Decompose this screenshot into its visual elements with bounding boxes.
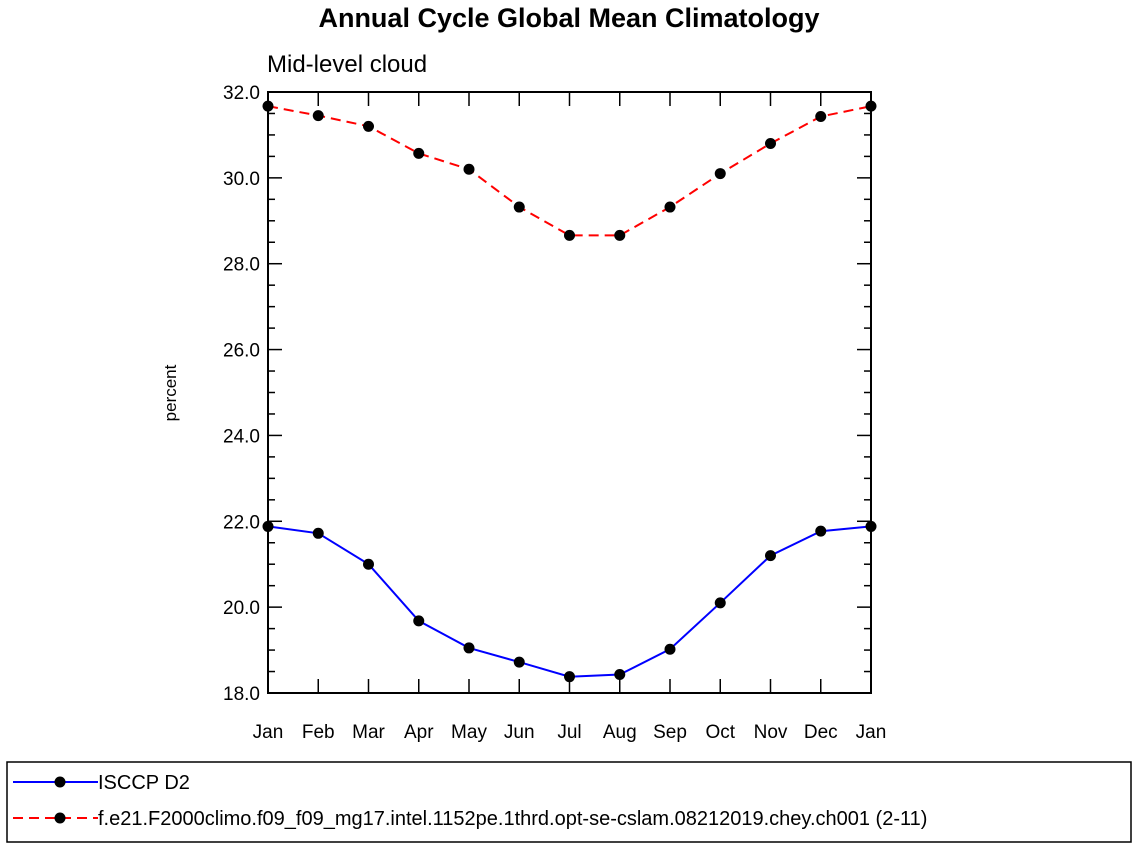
legend: ISCCP D2 f.e21.F2000climo.f09_f09_mg17.in… bbox=[13, 772, 927, 830]
series-points bbox=[262, 100, 877, 683]
x-tick-label: Jun bbox=[504, 722, 535, 743]
x-tick-label: Aug bbox=[603, 722, 637, 743]
y-tick-labels: 18.0 20.0 22.0 24.0 26.0 28.0 30.0 32.0 bbox=[223, 83, 260, 705]
series-2-point bbox=[513, 201, 525, 213]
series-1-point bbox=[564, 671, 575, 683]
x-tick-label: Mar bbox=[352, 722, 385, 743]
series-1-point bbox=[463, 642, 475, 654]
series-2-point bbox=[614, 229, 626, 241]
x-tick-label: May bbox=[451, 722, 487, 743]
legend-box bbox=[6, 761, 1132, 843]
series-1-point bbox=[413, 615, 425, 627]
series-2-point bbox=[463, 163, 475, 175]
x-tick-label: Apr bbox=[404, 722, 434, 743]
series-2-point bbox=[413, 147, 425, 159]
series-2-point bbox=[815, 110, 827, 122]
y-tick-label: 30.0 bbox=[223, 169, 260, 190]
legend-label-2: f.e21.F2000climo.f09_f09_mg17.intel.1152… bbox=[98, 808, 927, 830]
y-tick-label: 26.0 bbox=[223, 341, 260, 362]
series-1-point bbox=[664, 643, 676, 655]
series-2-point bbox=[564, 229, 575, 241]
x-tick-label: Jan bbox=[253, 722, 284, 743]
series-1-point bbox=[513, 656, 525, 668]
series-2-point bbox=[262, 100, 274, 112]
series-1-point bbox=[815, 525, 827, 537]
plot-frame bbox=[267, 91, 872, 694]
series-2-point bbox=[664, 201, 676, 213]
x-tick-label: Sep bbox=[653, 722, 687, 743]
legend-label-1: ISCCP D2 bbox=[98, 772, 190, 794]
legend-marker-2 bbox=[54, 812, 66, 824]
series-1-point bbox=[363, 558, 374, 570]
y-tick-label: 20.0 bbox=[223, 598, 260, 619]
series-2-point bbox=[714, 168, 726, 180]
series-lines bbox=[267, 105, 872, 678]
chart-title: Annual Cycle Global Mean Climatology bbox=[318, 3, 819, 33]
y-tick-label: 22.0 bbox=[223, 512, 260, 533]
x-tick-label: Jan bbox=[856, 722, 887, 743]
series-2-point bbox=[765, 138, 776, 150]
y-tick-label: 32.0 bbox=[223, 83, 260, 104]
y-tick-label: 24.0 bbox=[223, 426, 260, 447]
x-tick-label: Oct bbox=[705, 722, 735, 743]
series-1-point bbox=[614, 669, 626, 681]
series-1-point bbox=[714, 597, 726, 609]
chart-subtitle: Mid-level cloud bbox=[267, 51, 427, 78]
y-tick-label: 28.0 bbox=[223, 255, 260, 276]
series-1-point bbox=[765, 550, 776, 562]
y-axis-label: percent bbox=[161, 364, 180, 421]
series-1-point bbox=[312, 527, 324, 539]
series-1-point bbox=[865, 520, 877, 532]
x-tick-label: Feb bbox=[302, 722, 335, 743]
y-tick-label: 18.0 bbox=[223, 684, 260, 705]
legend-marker-1 bbox=[54, 776, 66, 788]
series-line-1 bbox=[267, 525, 872, 678]
x-tick-labels: Jan Feb Mar Apr May Jun Jul Aug Sep Oct Nov Dec Jan bbox=[253, 722, 887, 743]
series-1-point bbox=[262, 520, 274, 532]
series-line-2 bbox=[267, 105, 872, 237]
x-tick-label: Dec bbox=[804, 722, 838, 743]
x-tick-label: Jul bbox=[557, 722, 581, 743]
series-2-point bbox=[865, 100, 877, 112]
series-2-point bbox=[312, 110, 324, 122]
axis-ticks bbox=[267, 91, 872, 694]
x-tick-label: Nov bbox=[754, 722, 788, 743]
series-2-point bbox=[363, 120, 374, 132]
